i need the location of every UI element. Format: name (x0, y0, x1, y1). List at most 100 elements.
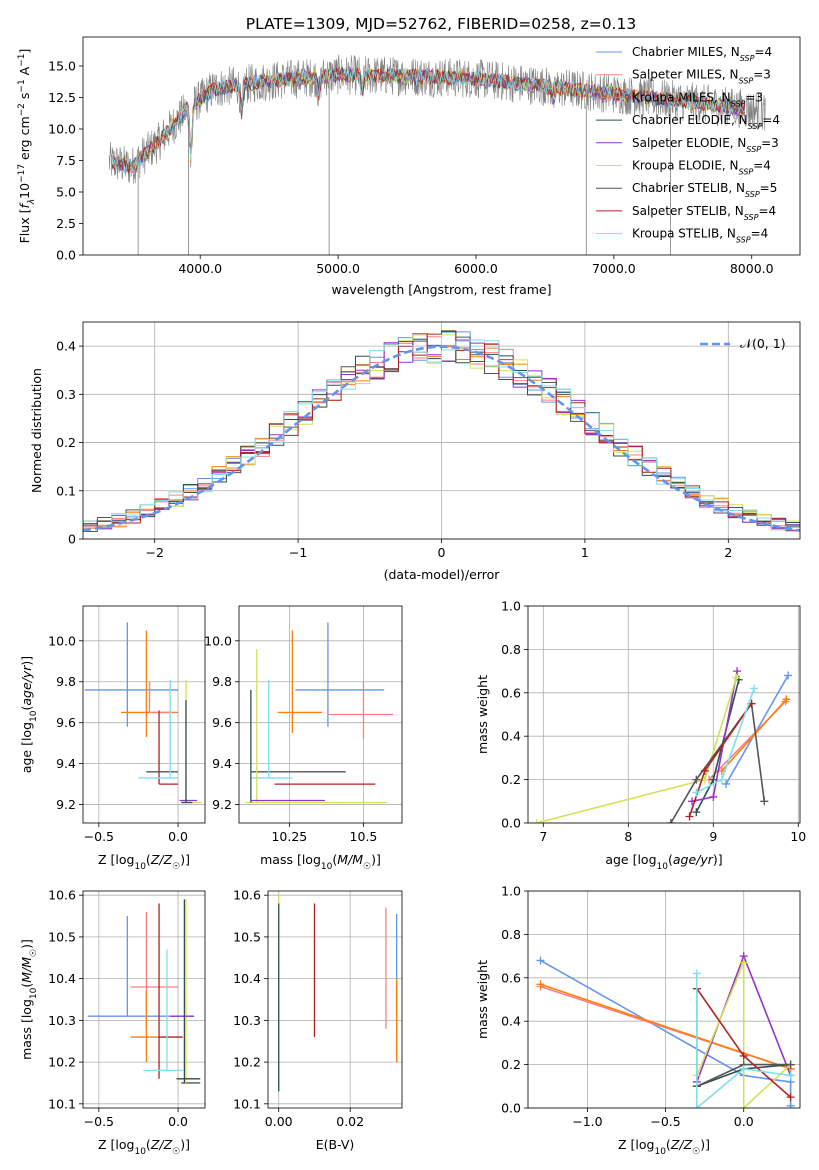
x-tick-label: −0.5 (84, 829, 114, 844)
x-axis-label-part: Z/Z (150, 1137, 173, 1152)
y-tick-label: 10.4 (233, 971, 261, 986)
x-axis-label: Z [log10(Z/Z☉)] (98, 852, 190, 872)
x-axis-label-part: )] (713, 852, 723, 867)
weight-point-marker (532, 819, 541, 823)
legend-entry: Kroupa ELODIE, NSSP=4 (632, 159, 771, 177)
x-axis-label-part: age/yr (673, 852, 714, 867)
y-tick-label: 10.1 (233, 1096, 261, 1111)
weight-point-marker (739, 1051, 748, 1060)
x-axis-label-part: ( (146, 852, 151, 867)
weight-point-marker (739, 1104, 748, 1108)
y-tick-label: 10.1 (48, 1096, 76, 1111)
x-axis-label-part: M/M (337, 852, 363, 867)
x-axis-label-part: mass [log (260, 852, 321, 867)
y-axis-label: mass weight (475, 675, 490, 754)
axes-frame (527, 890, 801, 1109)
y-tick-label: 9.2 (56, 797, 76, 812)
legend-entry-normal: 𝒩(0, 1) (740, 336, 786, 351)
weight-point-marker (666, 819, 675, 823)
y-axis-label: mass [log10(M/M☉)] (19, 939, 39, 1060)
model-spectrum-line (111, 67, 746, 174)
axes-frame (527, 605, 801, 824)
x-tick-label: 10 (790, 829, 806, 844)
y-axis-label-part: −2 (17, 103, 27, 116)
x-axis-label-part: ( (666, 1137, 671, 1152)
y-axis-label-part: −1 (17, 53, 27, 66)
x-tick-label: 0.0 (734, 1114, 754, 1129)
axes-frame (82, 36, 801, 256)
y-tick-label: 0.0 (56, 248, 76, 263)
y-tick-label: 10.3 (233, 1013, 261, 1028)
x-axis-label-part: 10 (657, 862, 669, 872)
x-tick-label: 10.5 (350, 829, 378, 844)
weight-point-marker (700, 766, 709, 775)
x-axis-label-part: )] (700, 1137, 710, 1152)
x-tick-label: 0 (438, 545, 446, 560)
y-axis-label-part: A (17, 66, 32, 79)
x-tick-label: 8 (624, 829, 632, 844)
residual-histogram (83, 339, 800, 531)
x-axis-label-part: ☉ (692, 1147, 700, 1157)
y-tick-label: 7.5 (56, 153, 76, 168)
y-axis-label-part: erg cm (17, 116, 32, 164)
y-tick-label: 0.0 (501, 1101, 521, 1116)
y-axis-label: age [log10(age/yr)] (19, 656, 39, 773)
x-tick-label: −2 (145, 545, 163, 560)
x-axis-label-part: ☉ (172, 1147, 180, 1157)
legend-name: Salpeter ELODIE, N (632, 136, 746, 150)
weight-point-marker (786, 1093, 795, 1102)
weight-point-marker (692, 788, 701, 797)
x-axis-label-part: Z [log (618, 1137, 654, 1152)
weight-point-marker (739, 958, 748, 967)
y-axis-label-part: 10 (29, 710, 39, 722)
legend-entry: Kroupa MILES, NSSP=3 (632, 90, 763, 108)
panel-weight_vs_Z: −1.0 −0.5 0.0 0.0 0.2 0.4 0.6 0.8 1.0 Z [log10(Z/… (475, 884, 801, 1157)
y-axis-label-part: )] (19, 656, 34, 666)
weight-point-marker (717, 775, 726, 784)
legend-entry: Chabrier MILES, NSSP=4 (632, 45, 772, 63)
weight-point-marker (786, 1071, 795, 1080)
x-axis-label: age [log10(age/yr)] (605, 852, 722, 872)
weight-point-marker (786, 1101, 795, 1108)
weight-point-marker (722, 779, 731, 788)
plot-area-mass_vs_EBV (278, 895, 398, 1092)
x-tick-label: 0.0 (168, 829, 188, 844)
weight-point-marker (536, 980, 545, 989)
legend-sub: SSP (746, 144, 761, 153)
weight-point-marker (692, 808, 701, 817)
legend-sub: SSP (739, 76, 754, 85)
y-tick-label: 10.4 (48, 971, 76, 986)
plot-area-weight_vs_age (532, 667, 793, 823)
y-tick-label: 9.8 (56, 674, 76, 689)
y-axis-label-part: ] (17, 49, 32, 54)
legend-name: Salpeter STELIB, N (632, 204, 744, 218)
legend-sub: SSP (745, 190, 760, 199)
y-axis-label-part: ( (19, 706, 34, 711)
x-tick-label: 10.25 (271, 829, 307, 844)
legend-sub: SSP (748, 122, 763, 131)
legend-count: =3 (761, 136, 779, 150)
x-tick-label: −1 (289, 545, 307, 560)
legend-count: =4 (754, 45, 772, 59)
y-axis-label-part: mass [log (19, 999, 34, 1060)
legend-sub: SSP (744, 212, 759, 221)
legend-sub: SSP (731, 99, 746, 108)
axes-frame (82, 321, 801, 540)
panel-age_vs_mass: 10.25 10.5 9.2 9.4 9.6 9.8 10.0 mass [log10(M/M… (204, 605, 403, 872)
x-tick-label: 0.0 (168, 1114, 188, 1129)
weight-point-marker (685, 812, 694, 821)
y-axis-label: Normed distribution (29, 368, 44, 493)
x-tick-label: 2 (724, 545, 732, 560)
legend-name: Chabrier ELODIE, N (632, 113, 748, 127)
y-tick-label: 0.6 (501, 970, 521, 985)
y-tick-label: 9.4 (56, 756, 76, 771)
weight-point-marker (692, 775, 701, 784)
legend-name: Kroupa ELODIE, N (632, 159, 739, 173)
y-tick-label: 12.5 (48, 90, 76, 105)
x-tick-label: −1.0 (572, 1114, 602, 1129)
legend-entry: Chabrier ELODIE, NSSP=4 (632, 113, 780, 131)
y-tick-label: 10.5 (48, 929, 76, 944)
weight-point-marker (536, 956, 545, 965)
